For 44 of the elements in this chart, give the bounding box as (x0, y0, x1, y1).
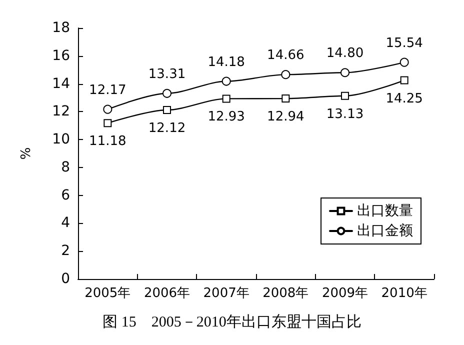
data-label: 14.66 (267, 48, 304, 64)
point (222, 94, 230, 103)
point (222, 76, 231, 86)
y-tick-label: 8 (61, 159, 70, 176)
data-label: 14.18 (208, 54, 245, 70)
point (400, 76, 408, 84)
text: 图 15 2005－2010年出口东盟十国占比 (102, 314, 362, 330)
y-axis-title: % (19, 147, 34, 160)
legend-label: 出口数量 (357, 203, 413, 219)
y-tick-label: 4 (61, 215, 70, 232)
y-tick-label: 2 (61, 243, 70, 260)
y-tick-label: 0 (61, 271, 70, 287)
data-label: 11.18 (89, 134, 126, 150)
data-label: 12.12 (148, 120, 186, 136)
y-tick-label: 14 (52, 76, 70, 92)
data-label: 12.93 (208, 110, 245, 125)
point (281, 70, 290, 80)
y-tick-label: 18 (52, 20, 70, 36)
x-tick-label: 2008年 (262, 286, 309, 301)
data-label: 12.94 (267, 110, 304, 125)
data-label: 14.25 (386, 91, 423, 106)
point (340, 68, 350, 78)
x-tick-label: 2006年 (144, 286, 190, 301)
x-tick-label: 2009年 (322, 286, 368, 301)
legend-label: 出口金额 (357, 223, 413, 239)
data-label: 13.31 (148, 66, 186, 82)
data-label: 12.17 (89, 82, 126, 98)
y-tick-label: 10 (52, 132, 70, 148)
x-tick-label: 2007年 (203, 286, 250, 301)
y-tick-label: 6 (61, 187, 70, 204)
point (282, 94, 290, 103)
y-tick-label: 12 (52, 104, 70, 120)
y-tick-label: 16 (52, 48, 70, 64)
data-label: 13.13 (326, 106, 364, 122)
data-label: 14.80 (326, 46, 364, 62)
point (341, 92, 349, 100)
point (104, 119, 112, 128)
point (400, 58, 409, 67)
data-label: 15.54 (386, 36, 423, 51)
point (103, 104, 112, 114)
point (163, 106, 171, 114)
x-tick-label: 2010年 (381, 286, 428, 301)
x-tick-label: 2005年 (84, 286, 131, 301)
point (162, 88, 172, 98)
